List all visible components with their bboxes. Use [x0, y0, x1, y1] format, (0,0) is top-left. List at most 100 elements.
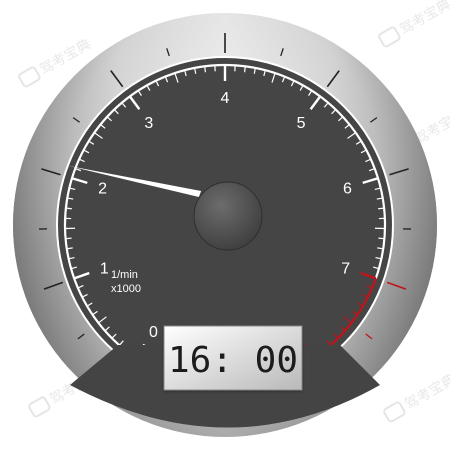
minor-tick	[83, 149, 90, 154]
minor-tick	[243, 66, 246, 73]
minor-tick	[155, 80, 160, 87]
minor-tick	[88, 140, 95, 145]
minor-tick	[68, 256, 75, 260]
minor-tick	[263, 70, 266, 77]
minor-tick	[204, 66, 207, 73]
minor-tick	[69, 187, 76, 191]
minor-tick	[372, 266, 380, 270]
minor-tick	[331, 109, 337, 115]
unit-label-multiplier: x1000	[111, 283, 141, 295]
minor-tick	[253, 67, 256, 74]
major-tick	[71, 177, 88, 185]
minor-tick	[376, 197, 383, 200]
minor-tick	[347, 132, 357, 139]
minor-tick	[352, 310, 358, 316]
outer-minor-tick	[365, 333, 373, 340]
outer-minor-tick	[166, 48, 170, 57]
major-tick	[128, 95, 141, 110]
clock-display: 16: 00	[163, 325, 303, 391]
minor-tick	[106, 116, 112, 122]
minor-tick	[113, 109, 119, 115]
minor-tick	[111, 333, 117, 339]
outer-major-tick	[326, 70, 340, 88]
scale-label: 3	[144, 115, 153, 132]
minor-tick	[86, 302, 93, 307]
minor-tick	[93, 132, 103, 139]
clock-panel	[163, 325, 303, 391]
minor-tick	[78, 158, 85, 163]
minor-tick	[290, 80, 295, 87]
minor-tick	[271, 72, 276, 83]
outer-minor-tick	[77, 333, 85, 340]
minor-tick	[375, 256, 382, 260]
outer-minor-tick	[369, 117, 378, 123]
minor-tick	[118, 340, 124, 346]
minor-tick	[92, 310, 98, 316]
minor-tick	[66, 247, 73, 250]
car-logo-icon	[18, 66, 41, 88]
major-tick	[360, 271, 377, 280]
minor-tick	[368, 168, 375, 172]
major-tick	[73, 271, 90, 280]
unit-label-rpm: 1/min	[111, 269, 138, 281]
needle-pointer	[67, 165, 202, 197]
minor-tick	[343, 316, 352, 324]
minor-tick	[377, 247, 384, 250]
minor-tick	[378, 207, 385, 210]
minor-tick	[360, 149, 367, 154]
major-tick	[362, 177, 379, 185]
minor-tick	[333, 333, 339, 339]
minor-tick	[374, 187, 381, 191]
minor-tick	[323, 102, 329, 108]
outer-minor-tick	[280, 48, 284, 57]
minor-tick	[340, 326, 346, 332]
outer-major-tick	[386, 281, 407, 290]
minor-tick	[344, 124, 350, 129]
car-logo-icon	[28, 396, 51, 418]
minor-tick	[194, 67, 197, 74]
minor-tick	[65, 237, 72, 240]
gauge-needle	[67, 165, 202, 197]
needle-hub	[193, 181, 263, 251]
outer-minor-tick	[72, 117, 81, 123]
scale-labels: 0 1 2 3 4 5 6 7	[98, 90, 352, 341]
car-logo-icon	[383, 401, 406, 423]
minor-tick	[100, 124, 106, 129]
minor-tick	[77, 284, 84, 289]
minor-tick	[355, 140, 362, 145]
minor-tick	[81, 293, 88, 298]
outer-major-tick	[43, 281, 64, 290]
scale-label: 7	[341, 261, 350, 278]
scale-label: 4	[221, 90, 230, 107]
scale-label: 6	[343, 181, 352, 198]
scale-label: 0	[149, 324, 158, 341]
scale-label: 2	[98, 181, 107, 198]
minor-tick	[174, 72, 179, 83]
car-logo-icon	[378, 26, 401, 48]
watermark: 驾考宝典	[383, 371, 450, 423]
minor-tick	[299, 85, 304, 91]
minor-tick	[146, 85, 151, 91]
minor-tick	[281, 76, 286, 83]
minor-tick	[121, 102, 127, 108]
minor-tick	[308, 90, 313, 96]
watermark-text: 驾考宝典	[402, 371, 450, 413]
minor-tick	[184, 70, 187, 77]
minor-tick	[104, 326, 110, 332]
watermark: 驾考宝典	[378, 0, 450, 48]
minor-tick	[338, 116, 344, 122]
minor-tick	[98, 316, 107, 324]
minor-tick	[357, 302, 364, 307]
minor-tick	[164, 76, 169, 83]
minor-tick	[378, 237, 385, 240]
minor-tick	[75, 168, 82, 172]
scale-label: 5	[297, 115, 306, 132]
scale-label: 1	[100, 261, 109, 278]
outer-major-tick	[110, 70, 124, 88]
outer-major-tick	[41, 168, 61, 176]
minor-tick	[65, 207, 72, 210]
minor-tick	[70, 266, 78, 270]
clock-time: 16: 00	[168, 340, 298, 381]
minor-tick	[67, 197, 74, 200]
